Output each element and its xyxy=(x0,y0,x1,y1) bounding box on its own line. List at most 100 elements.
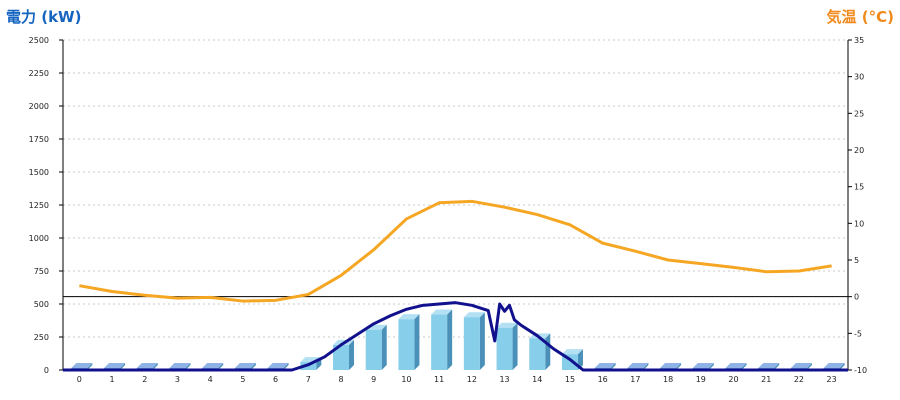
bar-side-14 xyxy=(545,333,551,370)
bar-side-10 xyxy=(414,314,420,370)
bar-side-19 xyxy=(708,363,714,370)
bar-top-18 xyxy=(660,363,682,369)
right-tick-label-3: 5 xyxy=(854,256,859,265)
bar-top-4 xyxy=(202,363,224,369)
bar-top-16 xyxy=(594,363,616,369)
bar-top-6 xyxy=(267,363,289,369)
x-tick-label-19: 19 xyxy=(696,375,706,384)
x-tick-label-12: 12 xyxy=(467,375,477,384)
bar-front-8 xyxy=(333,344,350,370)
bar-top-19 xyxy=(692,363,714,369)
x-tick-label-0: 0 xyxy=(77,375,82,384)
x-tick-label-4: 4 xyxy=(208,375,213,384)
x-tick-label-18: 18 xyxy=(663,375,673,384)
temperature-line xyxy=(79,199,832,303)
power-line xyxy=(63,301,848,372)
bar-10 xyxy=(398,314,420,370)
bar-15 xyxy=(561,349,583,370)
bar-top-12 xyxy=(463,312,485,318)
left-tick-label-9: 2250 xyxy=(29,69,49,78)
bar-side-22 xyxy=(806,363,812,370)
bar-side-21 xyxy=(774,363,780,370)
bar-top-10 xyxy=(398,314,420,320)
left-tick-label-0: 0 xyxy=(44,366,49,375)
bar-side-13 xyxy=(512,322,518,370)
left-tick-label-4: 1000 xyxy=(29,234,49,243)
right-tick-label-0: -10 xyxy=(854,366,867,375)
right-tick-label-5: 15 xyxy=(854,183,864,192)
bar-top-13 xyxy=(496,322,518,328)
right-axis-title: 気温 (°C) xyxy=(826,8,894,26)
bar-side-2 xyxy=(152,363,158,370)
x-tick-label-9: 9 xyxy=(371,375,376,384)
left-tick-label-7: 1750 xyxy=(29,135,49,144)
left-tick-label-2: 500 xyxy=(34,300,49,309)
bar-13 xyxy=(496,322,518,370)
bar-top-1 xyxy=(104,363,126,369)
bar-side-4 xyxy=(218,363,224,370)
left-tick-label-6: 1500 xyxy=(29,168,49,177)
x-tick-label-7: 7 xyxy=(306,375,311,384)
bar-side-16 xyxy=(610,363,616,370)
right-tick-label-6: 20 xyxy=(854,146,864,155)
left-tick-label-5: 1250 xyxy=(29,201,49,210)
bar-front-13 xyxy=(496,327,513,370)
x-tick-label-20: 20 xyxy=(728,375,738,384)
bar-side-6 xyxy=(283,363,289,370)
bar-side-3 xyxy=(185,363,191,370)
x-tick-label-13: 13 xyxy=(499,375,509,384)
right-tick-label-9: 35 xyxy=(854,36,864,45)
bar-side-23 xyxy=(839,363,845,370)
bar-top-11 xyxy=(431,309,453,315)
bar-front-9 xyxy=(365,329,382,370)
x-tick-label-17: 17 xyxy=(630,375,640,384)
bar-side-17 xyxy=(643,363,649,370)
bar-top-5 xyxy=(234,363,256,369)
bar-side-9 xyxy=(381,324,387,370)
x-tick-label-1: 1 xyxy=(110,375,115,384)
right-tick-label-4: 10 xyxy=(854,219,864,228)
x-tick-label-3: 3 xyxy=(175,375,180,384)
bar-top-15 xyxy=(561,349,583,355)
bar-11 xyxy=(431,309,453,370)
left-axis-title: 電力 (kW) xyxy=(6,8,82,26)
bar-side-8 xyxy=(349,339,355,370)
bar-top-23 xyxy=(823,363,845,369)
right-tick-label-7: 25 xyxy=(854,109,864,118)
right-tick-label-8: 30 xyxy=(854,73,864,82)
x-tick-label-21: 21 xyxy=(761,375,771,384)
x-tick-label-15: 15 xyxy=(565,375,575,384)
left-tick-label-3: 750 xyxy=(34,267,49,276)
bar-12 xyxy=(463,312,485,370)
bar-front-11 xyxy=(431,314,448,370)
x-tick-label-16: 16 xyxy=(598,375,608,384)
bar-top-2 xyxy=(136,363,158,369)
x-tick-label-22: 22 xyxy=(794,375,804,384)
x-tick-label-23: 23 xyxy=(827,375,837,384)
bar-top-21 xyxy=(758,363,780,369)
x-tick-label-6: 6 xyxy=(273,375,278,384)
x-tick-label-14: 14 xyxy=(532,375,542,384)
bar-top-3 xyxy=(169,363,191,369)
bar-top-17 xyxy=(627,363,649,369)
bar-front-10 xyxy=(398,319,415,370)
bar-side-18 xyxy=(676,363,682,370)
x-tick-label-5: 5 xyxy=(240,375,245,384)
bar-top-22 xyxy=(790,363,812,369)
left-tick-label-1: 250 xyxy=(34,333,49,342)
bar-side-1 xyxy=(120,363,126,370)
left-tick-label-10: 2500 xyxy=(29,36,49,45)
bar-top-0 xyxy=(71,363,93,369)
left-tick-label-8: 2000 xyxy=(29,102,49,111)
x-tick-label-10: 10 xyxy=(401,375,411,384)
bar-front-12 xyxy=(463,317,480,370)
right-tick-label-2: 0 xyxy=(854,293,859,302)
bar-side-20 xyxy=(741,363,747,370)
bar-side-12 xyxy=(479,312,485,370)
right-tick-label-1: -5 xyxy=(854,329,862,338)
bar-side-11 xyxy=(447,309,453,370)
bar-side-0 xyxy=(87,363,93,370)
bar-top-20 xyxy=(725,363,747,369)
bar-side-15 xyxy=(577,349,583,370)
